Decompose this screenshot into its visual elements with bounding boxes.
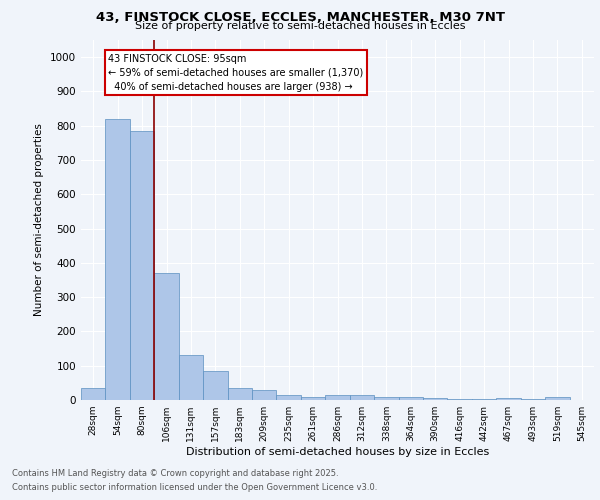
Bar (496, 398, 521, 400)
Bar (277, 395, 301, 400)
Bar (179, 356, 203, 400)
Text: Contains HM Land Registry data © Crown copyright and database right 2025.: Contains HM Land Registry data © Crown c… (12, 468, 338, 477)
Bar (350, 395, 374, 400)
Text: Contains public sector information licensed under the Open Government Licence v3: Contains public sector information licen… (12, 484, 377, 492)
Bar (130, 131, 154, 400)
Text: 43, FINSTOCK CLOSE, ECCLES, MANCHESTER, M30 7NT: 43, FINSTOCK CLOSE, ECCLES, MANCHESTER, … (95, 11, 505, 24)
Bar (203, 371, 227, 400)
Bar (301, 396, 325, 400)
Bar (106, 119, 130, 400)
Bar (398, 398, 423, 400)
Bar (227, 388, 252, 400)
Bar (423, 398, 448, 400)
X-axis label: Distribution of semi-detached houses by size in Eccles: Distribution of semi-detached houses by … (186, 447, 489, 457)
Bar (81, 388, 106, 400)
Bar (252, 390, 277, 400)
Text: Size of property relative to semi-detached houses in Eccles: Size of property relative to semi-detach… (135, 21, 465, 31)
Text: 43 FINSTOCK CLOSE: 95sqm
← 59% of semi-detached houses are smaller (1,370)
  40%: 43 FINSTOCK CLOSE: 95sqm ← 59% of semi-d… (109, 54, 364, 92)
Bar (325, 395, 350, 400)
Bar (154, 273, 179, 400)
Bar (374, 396, 398, 400)
Y-axis label: Number of semi-detached properties: Number of semi-detached properties (34, 124, 44, 316)
Bar (545, 396, 569, 400)
